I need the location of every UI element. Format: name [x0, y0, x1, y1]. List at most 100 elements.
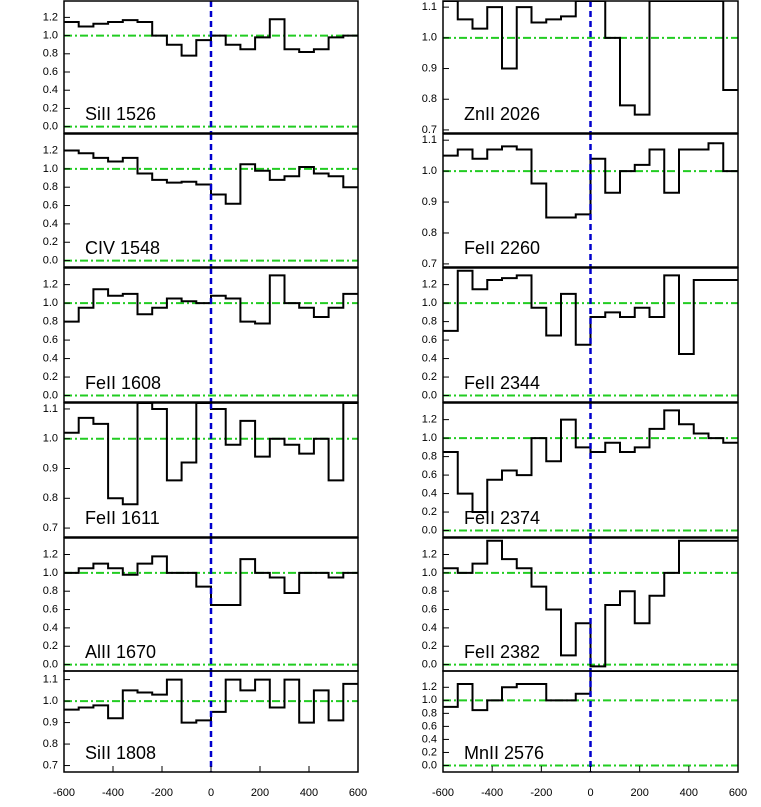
y-tick-label: 0.0	[422, 524, 437, 536]
x-tick-label: -200	[151, 787, 173, 799]
y-tick-label: 0.6	[43, 334, 58, 346]
spectrum	[64, 555, 358, 606]
y-tick-label: 1.2	[43, 144, 58, 156]
y-tick-label: 1.2	[422, 279, 437, 291]
x-tick-label: -200	[530, 787, 552, 799]
y-tick-label: 0.8	[43, 738, 58, 750]
y-tick-label: 1.0	[422, 567, 437, 579]
line-label: CIV 1548	[85, 238, 160, 258]
y-tick-label: 0.8	[43, 492, 58, 504]
y-tick-label: 0.4	[43, 84, 58, 96]
y-tick-label: 0.6	[43, 199, 58, 211]
line-label: AlII 1670	[85, 642, 156, 662]
y-tick-label: 0.8	[422, 451, 437, 463]
panel: 0.00.20.40.60.81.01.2 -600 -400 -200 0 200 400…	[422, 670, 747, 799]
frame	[442, 402, 739, 538]
y-tick-label: 1.2	[422, 548, 437, 560]
y-tick-label: 0.6	[422, 603, 437, 615]
y-tick-label: 1.0	[43, 163, 58, 175]
y-tick-label: 0.2	[43, 640, 58, 652]
y-tick-label: 0.8	[422, 93, 437, 105]
y-tick-label: 0.4	[43, 218, 58, 230]
y-tick-label: 0.2	[43, 371, 58, 383]
x-tick-label: 200	[251, 787, 269, 799]
spectrum	[64, 18, 358, 57]
spectrum	[443, 1, 738, 116]
panel: 0.7 0.8 0.9 1.0 1.1 FeII 1611	[43, 402, 359, 538]
spectrum	[443, 269, 738, 355]
y-tick-label: 0.0	[422, 658, 437, 670]
y-tick-label: 0.2	[422, 371, 437, 383]
panel: 0.0 0.2 0.4 0.6 0.8 1.0 1.2 FeII 1608	[43, 267, 359, 403]
x-tick-label: 0	[587, 787, 593, 799]
y-tick-label: 0.8	[422, 227, 437, 239]
spectrum	[443, 671, 738, 712]
y-tick-label: 0.7	[422, 124, 437, 136]
line-label: ZnII 2026	[464, 104, 540, 124]
frame	[63, 267, 359, 403]
y-tick-label: 0.2	[422, 746, 437, 758]
y-tick-label: 0.7	[43, 522, 58, 534]
panel: 0.7 0.8 0.9 1.0 1.1 ZnII 2026	[422, 0, 739, 136]
frame	[442, 267, 739, 403]
y-tick-label: 0.2	[422, 640, 437, 652]
y-tick-label: 0.8	[422, 316, 437, 328]
y-tick-label: 0.9	[422, 62, 437, 74]
frame	[63, 402, 359, 538]
y-tick-label: 0.9	[43, 716, 58, 728]
y-tick-label: 0.9	[43, 462, 58, 474]
y-tick-label: 0.8	[43, 48, 58, 60]
line-label: FeII 2344	[464, 373, 540, 393]
y-tick-label: 0.8	[43, 585, 58, 597]
x-tick-label: -400	[102, 787, 124, 799]
panel: 0.0 0.2 0.4 0.6 0.8 1.0 1.2 FeII 2344	[422, 267, 739, 403]
frame	[442, 133, 739, 268]
y-tick-label: 0.8	[422, 707, 437, 719]
x-tick-label: 600	[729, 787, 747, 799]
y-tick-label: 0.6	[422, 720, 437, 732]
line-label: SiII 1808	[85, 743, 156, 763]
y-tick-label: 1.1	[43, 403, 58, 415]
y-tick-label: 0.0	[422, 759, 437, 771]
y-tick-label: 0.4	[43, 352, 58, 364]
y-tick-label: 0.6	[43, 603, 58, 615]
y-tick-label: 0.0	[43, 254, 58, 266]
y-tick-label: 0.0	[43, 389, 58, 401]
y-tick-label: 0.0	[422, 389, 437, 401]
y-tick-label: 1.0	[43, 29, 58, 41]
y-tick-label: 0.6	[422, 334, 437, 346]
y-tick-label: 1.2	[422, 414, 437, 426]
y-tick-label: 1.0	[43, 695, 58, 707]
panel: 0.7 0.8 0.9 1.0 1.1 FeII 2260	[422, 133, 739, 270]
y-tick-label: 0.2	[422, 506, 437, 518]
x-tick-label: 200	[630, 787, 648, 799]
y-tick-label: 1.2	[43, 279, 58, 291]
y-tick-label: 0.7	[43, 759, 58, 771]
panel: 0.7 0.8 0.9 1.0 1.1 -600 -400 -200 0 200 400 600 SiI…	[43, 670, 367, 799]
y-tick-label: 0.4	[422, 622, 437, 634]
y-tick-label: 1.1	[422, 1, 437, 13]
line-label: FeII 2382	[464, 642, 540, 662]
y-tick-label: 1.0	[422, 694, 437, 706]
y-tick-label: 1.0	[422, 432, 437, 444]
line-label: FeII 1611	[85, 508, 160, 528]
y-tick-label: 1.1	[43, 674, 58, 686]
x-tick-label: 400	[680, 787, 698, 799]
spectrum	[443, 409, 738, 514]
y-tick-label: 0.9	[422, 196, 437, 208]
y-tick-label: 0.7	[422, 258, 437, 270]
y-tick-label: 0.0	[43, 658, 58, 670]
y-tick-label: 1.2	[43, 11, 58, 23]
y-tick-label: 1.0	[43, 297, 58, 309]
x-tick-label: 0	[208, 787, 214, 799]
x-tick-label: -600	[53, 787, 75, 799]
y-tick-label: 0.6	[43, 66, 58, 78]
y-tick-label: 1.0	[422, 165, 437, 177]
y-tick-label: 1.2	[422, 681, 437, 693]
y-tick-label: 1.0	[422, 32, 437, 44]
y-tick-label: 0.4	[422, 352, 437, 364]
line-label: MnII 2576	[464, 743, 544, 763]
y-tick-label: 1.0	[422, 297, 437, 309]
line-label: SiII 1526	[85, 104, 156, 124]
x-tick-label: 400	[300, 787, 318, 799]
